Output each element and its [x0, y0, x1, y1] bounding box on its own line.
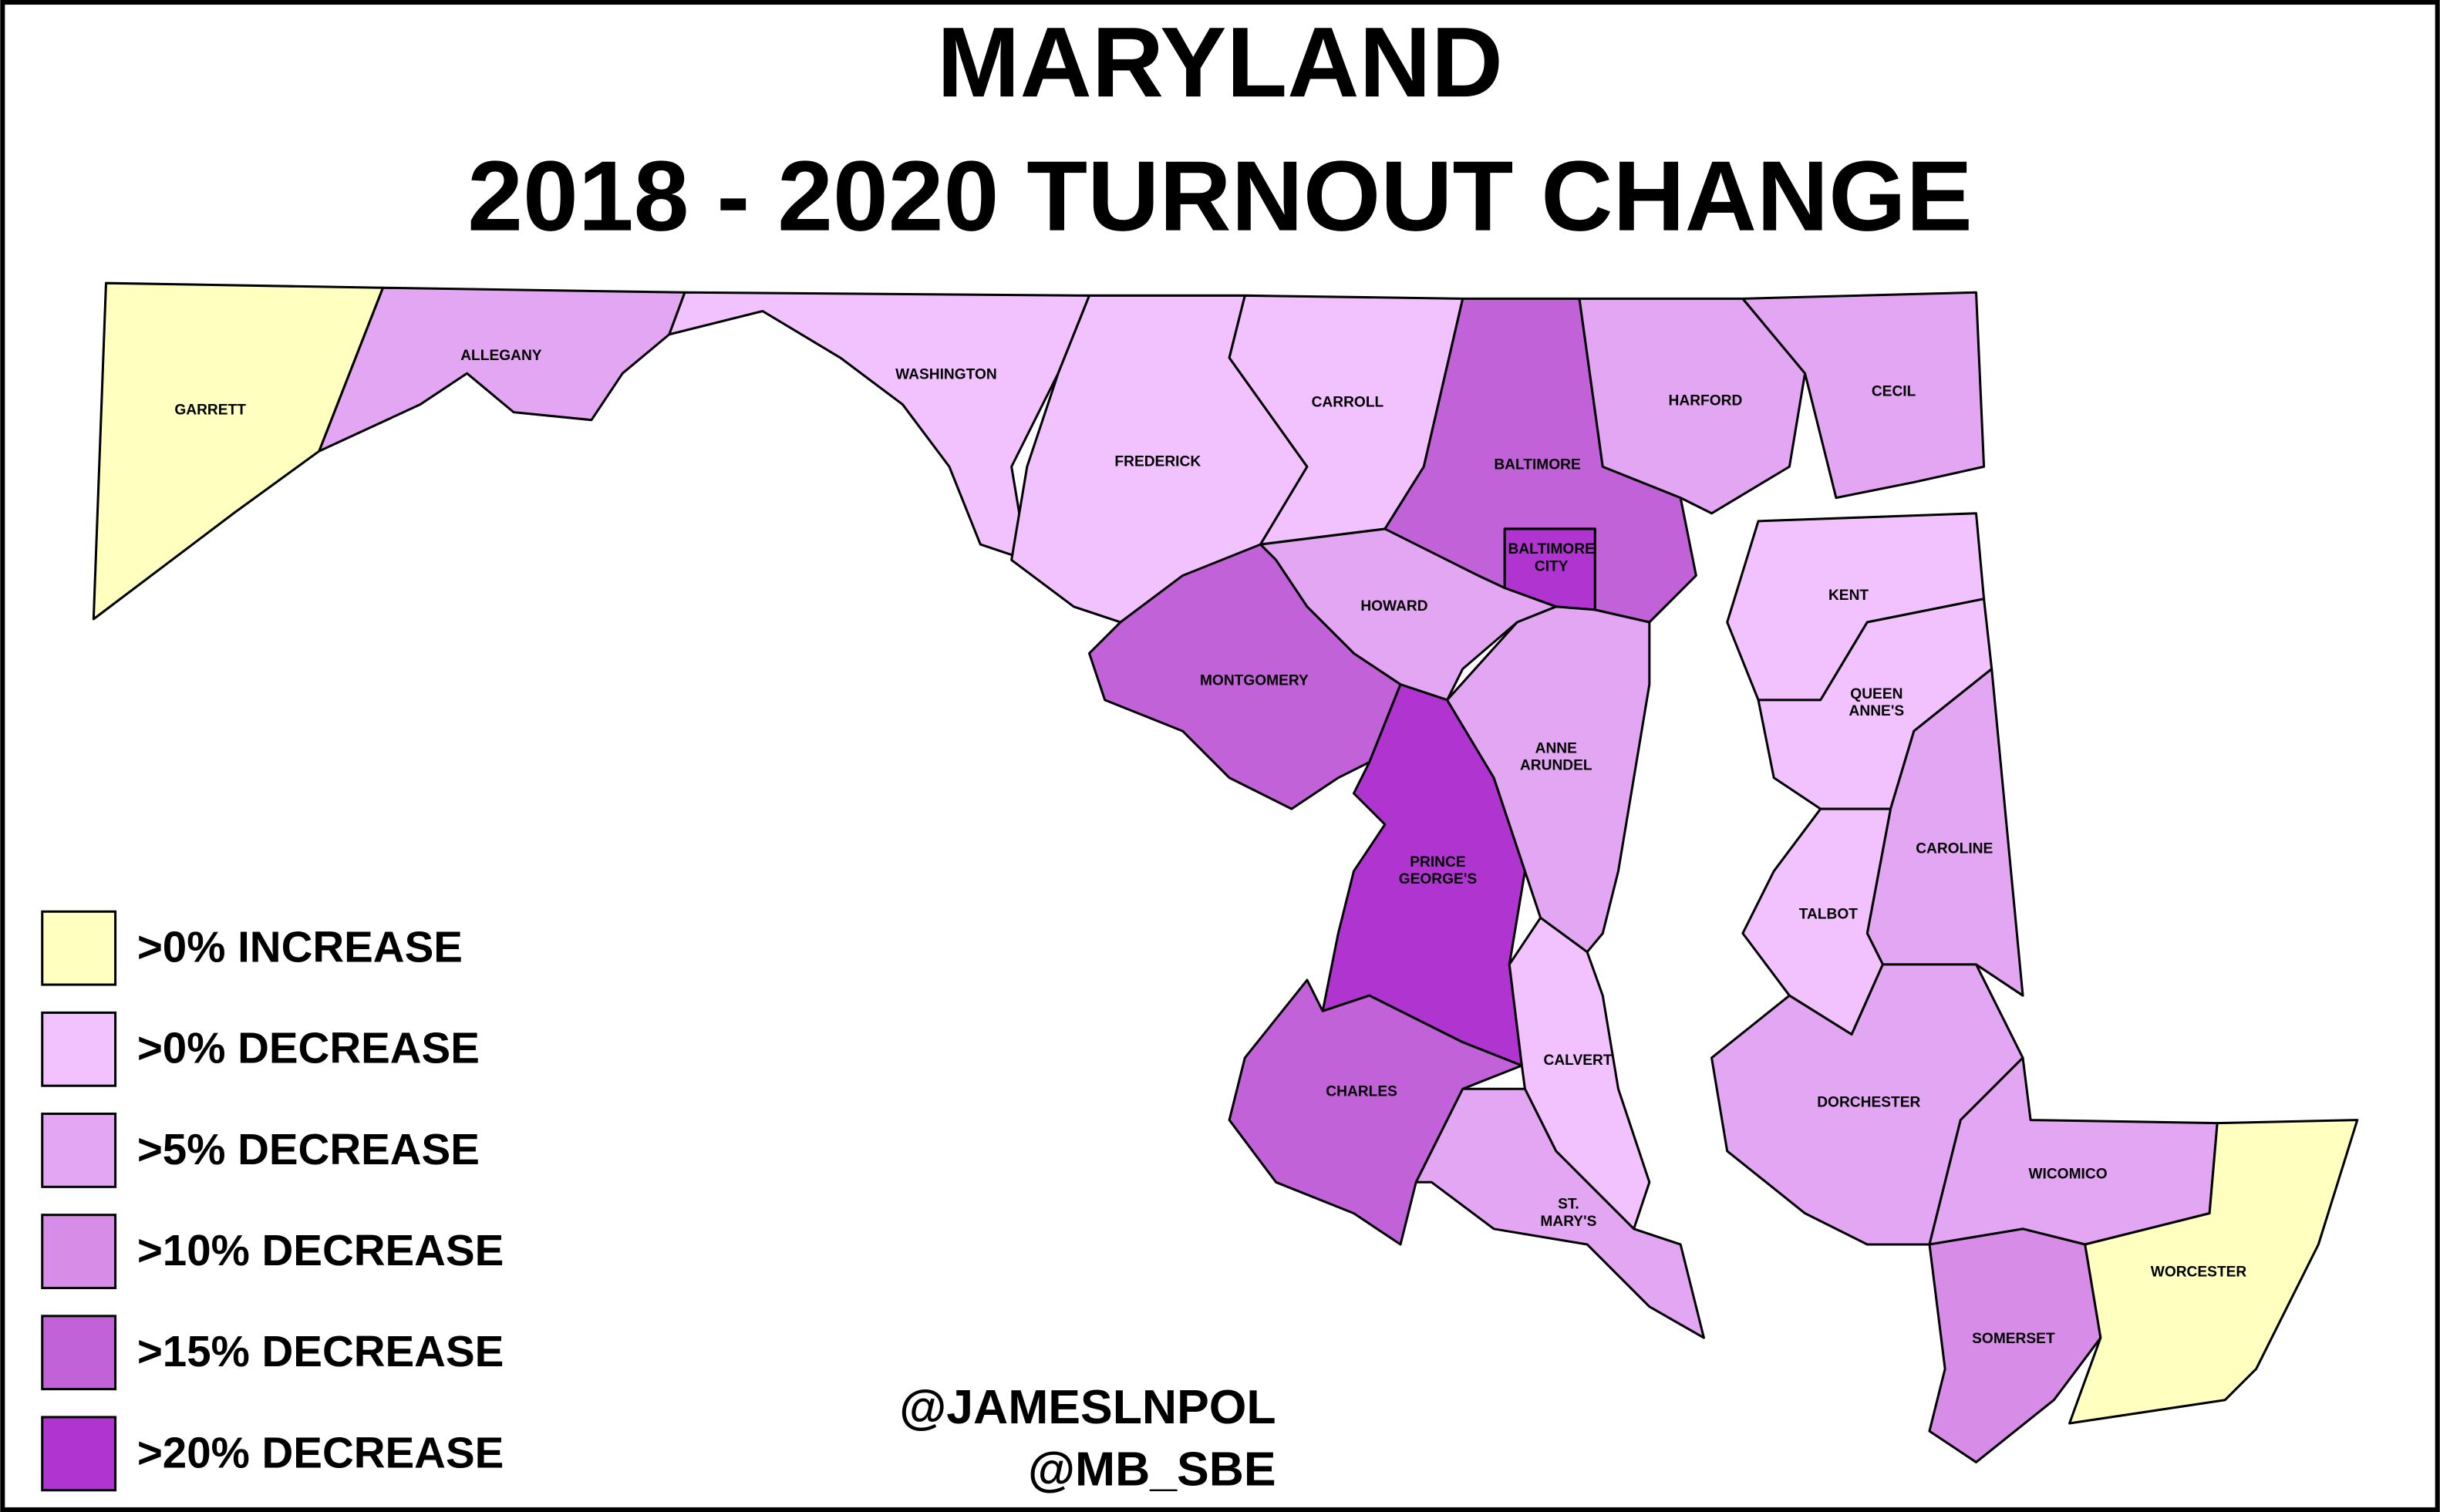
county-label: WICOMICO	[2028, 1166, 2107, 1182]
credit: @MB_SBE	[1028, 1443, 1276, 1497]
county-label: CALVERT	[1543, 1052, 1612, 1069]
county-label: FREDERICK	[1114, 453, 1201, 470]
county-label: CAROLINE	[1916, 841, 1993, 857]
legend-swatch	[41, 1416, 117, 1492]
county-label: CHARLES	[1326, 1083, 1397, 1099]
county-label: ANNE'S	[1849, 703, 1905, 719]
county-label: SOMERSET	[1972, 1331, 2055, 1347]
credit: @JAMESLNPOL	[899, 1380, 1276, 1434]
county-label: GARRETT	[174, 402, 246, 419]
legend-swatch	[41, 1214, 117, 1289]
county	[1446, 605, 1651, 954]
county-label: WASHINGTON	[895, 366, 997, 382]
county-label: KENT	[1828, 588, 1869, 604]
county-label: ANNE	[1535, 740, 1578, 756]
legend-label: >15% DECREASE	[137, 1327, 504, 1376]
county-label: HOWARD	[1360, 598, 1427, 615]
county-label: CECIL	[1872, 383, 1916, 399]
county-label: ALLEGANY	[460, 348, 542, 364]
legend: >0% INCREASE >0% DECREASE >5% DECREASE >10%…	[41, 910, 504, 1492]
county-label: ST.	[1558, 1197, 1579, 1213]
legend-label: >5% DECREASE	[137, 1125, 480, 1174]
county-label: MONTGOMERY	[1200, 673, 1309, 689]
county-label: BALTIMORE	[1494, 456, 1581, 473]
legend-swatch	[41, 1011, 117, 1087]
legend-swatch	[41, 1315, 117, 1391]
county-label: PRINCE	[1410, 854, 1466, 870]
county-label: BALTIMORE	[1508, 541, 1595, 557]
county-label: DORCHESTER	[1817, 1094, 1920, 1110]
legend-swatch	[41, 910, 117, 986]
county	[1741, 291, 1986, 500]
county	[1928, 1227, 2102, 1463]
county-label: CITY	[1535, 558, 1569, 574]
legend-label: >10% DECREASE	[137, 1226, 504, 1275]
county	[1414, 1087, 1705, 1339]
legend-swatch	[41, 1113, 117, 1188]
county-label: QUEEN	[1850, 686, 1902, 702]
title-line: 2018 - 2020 TURNOUT CHANGE	[467, 141, 1973, 252]
county-label: WORCESTER	[2151, 1264, 2247, 1280]
county-label: ARUNDEL	[1520, 758, 1592, 774]
county-label: CARROLL	[1312, 395, 1384, 411]
legend-label: >0% INCREASE	[137, 923, 463, 972]
county-label: TALBOT	[1799, 906, 1859, 922]
county	[1228, 978, 1523, 1246]
legend-label: >0% DECREASE	[137, 1024, 480, 1073]
county	[2068, 1119, 2359, 1425]
title-line: MARYLAND	[937, 7, 1503, 118]
county-label: MARY'S	[1540, 1214, 1596, 1230]
county-layer: GARRETT ALLEGANY WASHINGTON FREDERICK CARROL…	[92, 281, 2359, 1463]
county	[92, 281, 385, 621]
county-label: HARFORD	[1669, 393, 1743, 409]
county-label: GEORGE'S	[1399, 871, 1478, 887]
legend-label: >20% DECREASE	[137, 1428, 504, 1477]
